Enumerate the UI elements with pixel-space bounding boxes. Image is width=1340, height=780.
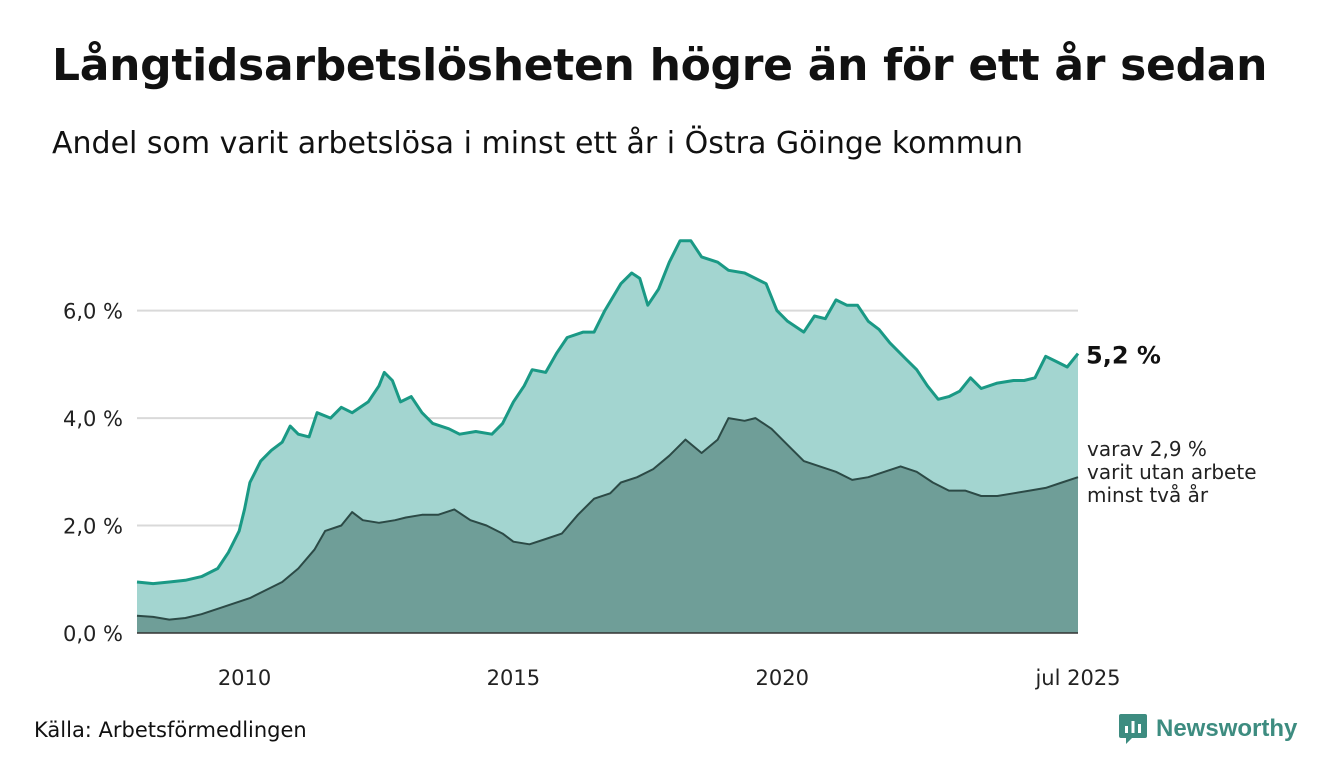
chart-labels: 0,0 % 2,0 % 4,0 % 6,0 % 2010 2015 2020 jul 2025… [63,300,1257,690]
source-note: Källa: Arbetsförmedlingen [34,718,307,742]
y-tick-label: 4,0 % [63,407,123,431]
series-area-minst_tva_ar [137,418,1078,633]
x-tick-label: jul 2025 [1034,666,1120,690]
chart-areas [136,239,1080,634]
logo-text: Newsworthy [1156,715,1298,742]
series-line-minst_tva_ar [136,417,1079,621]
x-tick-label: 2010 [218,666,271,690]
y-tick-label: 6,0 % [63,300,123,324]
newsworthy-logo[interactable]: Newsworthy [1118,712,1297,746]
end-label-very-long-term: varit utan arbete [1087,460,1257,484]
end-label-long-term: 5,2 % [1086,342,1161,370]
chart-title: Långtidsarbetslösheten högre än för ett … [52,40,1268,91]
x-tick-label: 2020 [756,666,809,690]
y-tick-label: 2,0 % [63,515,123,539]
y-tick-label: 0,0 % [63,622,123,646]
newsworthy-logo-icon [1119,714,1147,744]
x-tick-label: 2015 [487,666,540,690]
end-label-very-long-term: minst två år [1087,483,1209,507]
chart-subtitle: Andel som varit arbetslösa i minst ett å… [52,126,1024,161]
series-line-minst_ett_ar [136,239,1080,586]
end-label-very-long-term: varav 2,9 % [1087,437,1207,461]
